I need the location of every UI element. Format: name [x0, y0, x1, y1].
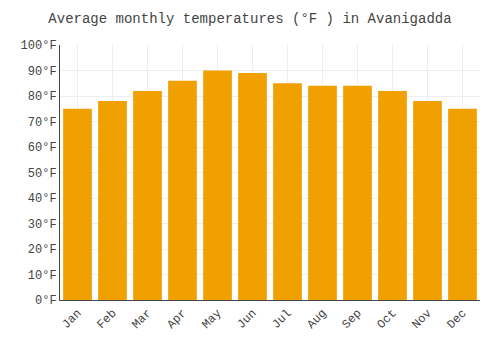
svg-text:Jul: Jul	[269, 307, 294, 332]
svg-text:May: May	[199, 307, 224, 332]
svg-text:Dec: Dec	[444, 307, 469, 332]
svg-text:Jan: Jan	[59, 307, 84, 332]
svg-text:0°F: 0°F	[35, 294, 57, 308]
svg-text:Jun: Jun	[234, 307, 259, 332]
svg-text:20°F: 20°F	[28, 243, 57, 257]
svg-text:10°F: 10°F	[28, 269, 57, 283]
svg-text:Apr: Apr	[164, 307, 189, 332]
svg-text:90°F: 90°F	[28, 65, 57, 79]
svg-text:100°F: 100°F	[21, 39, 57, 53]
svg-text:30°F: 30°F	[28, 218, 57, 232]
svg-text:50°F: 50°F	[28, 167, 57, 181]
svg-text:Sep: Sep	[339, 307, 364, 332]
svg-text:70°F: 70°F	[28, 116, 57, 130]
svg-text:Nov: Nov	[409, 307, 434, 332]
svg-text:80°F: 80°F	[28, 90, 57, 104]
svg-text:Oct: Oct	[374, 307, 399, 332]
svg-text:Feb: Feb	[94, 307, 119, 332]
svg-text:Aug: Aug	[304, 307, 329, 332]
svg-text:Average monthly temperatures (: Average monthly temperatures (°F ) in Av…	[48, 11, 451, 27]
svg-text:Mar: Mar	[129, 307, 154, 332]
svg-text:60°F: 60°F	[28, 141, 57, 155]
svg-text:40°F: 40°F	[28, 192, 57, 206]
